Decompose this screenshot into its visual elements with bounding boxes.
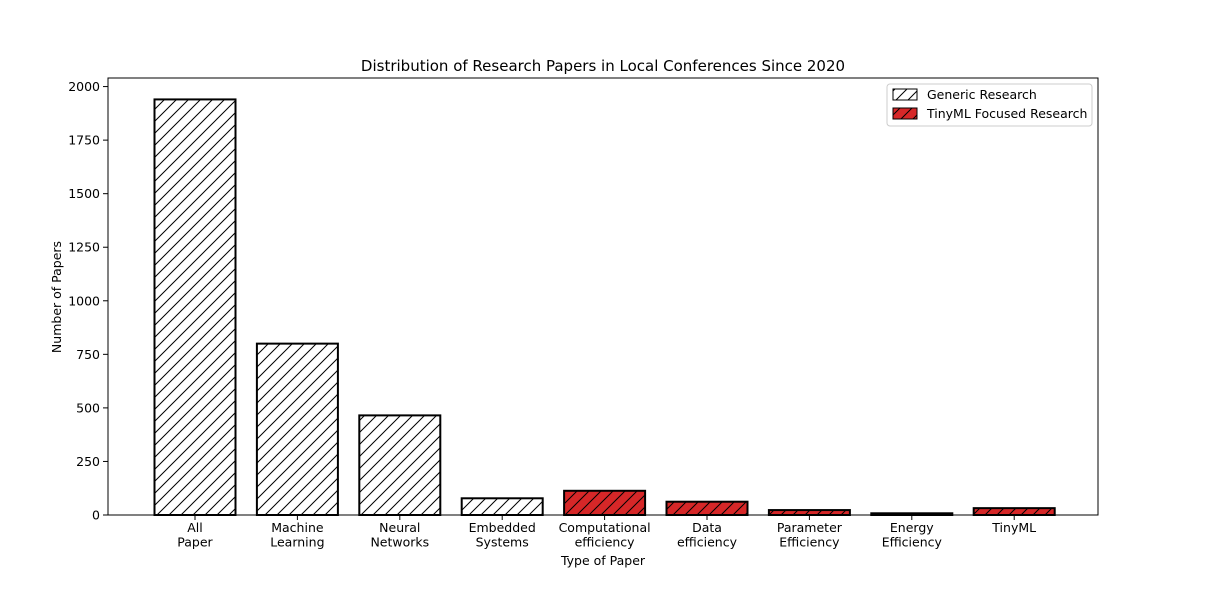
bar-generic — [358, 414, 442, 516]
bar-tinyml — [665, 500, 749, 516]
legend-label-tinyml: TinyML Focused Research — [926, 106, 1087, 121]
legend-label-generic: Generic Research — [927, 87, 1037, 102]
x-tick-label-line: Machine — [271, 520, 324, 535]
x-tick-label-line: TinyML — [991, 520, 1036, 535]
x-tick-label-line: Neural — [379, 520, 420, 535]
y-tick-label: 250 — [76, 454, 100, 469]
x-tick-label: Computational efficiency — [559, 520, 651, 550]
bar-tinyml — [563, 489, 647, 517]
y-tick-label: 2000 — [68, 79, 100, 94]
legend-frame — [886, 83, 1093, 127]
x-tick-label: TinyML — [991, 520, 1036, 535]
y-tick-label: 500 — [76, 400, 100, 415]
legend-swatch-tinyml — [892, 107, 918, 120]
plot-frame — [107, 77, 1099, 516]
x-tick-label-line: Systems — [476, 535, 529, 550]
x-tick-label-line: Efficiency — [882, 535, 943, 550]
x-tick-label-line: Efficiency — [779, 535, 840, 550]
x-tick-label-line: Paper — [177, 535, 213, 550]
bar-generic — [255, 342, 339, 516]
bar-generic — [153, 98, 237, 516]
x-tick-label: All Paper — [177, 520, 213, 550]
x-tick-label-line: Networks — [370, 535, 429, 550]
y-tick-label: 1000 — [68, 293, 100, 308]
y-tick-label: 1750 — [68, 133, 100, 148]
x-tick-label: Data efficiency — [677, 520, 738, 550]
x-tick-label: Neural Networks — [370, 520, 429, 550]
x-tick-label-line: efficiency — [677, 535, 738, 550]
y-axis-title: Number of Papers — [49, 241, 64, 353]
chart-title: Distribution of Research Papers in Local… — [361, 57, 845, 75]
y-tick-label: 0 — [92, 508, 100, 523]
y-tick-label: 750 — [76, 347, 100, 362]
legend: Generic Research TinyML Focused Research — [886, 83, 1093, 127]
x-tick-label: Embedded Systems — [469, 520, 536, 550]
x-axis-ticks: All Paper Machine Learning Neural Networks Emb… — [177, 515, 1036, 550]
bar-generic — [460, 497, 544, 516]
x-axis-title: Type of Paper — [560, 553, 646, 568]
x-tick-label-line: Learning — [270, 535, 324, 550]
bar-tinyml — [767, 509, 851, 516]
bars-group — [153, 98, 1056, 517]
x-tick-label-line: efficiency — [575, 535, 636, 550]
x-tick-label: Machine Learning — [270, 520, 324, 550]
y-axis-ticks: 0 250 500 750 1000 1250 1500 1750 2000 — [68, 79, 108, 523]
y-tick-label: 1250 — [68, 240, 100, 255]
y-tick-label: 1500 — [68, 186, 100, 201]
x-tick-label-line: Computational — [559, 520, 651, 535]
bar-tinyml — [972, 507, 1056, 517]
x-tick-label-line: Data — [692, 520, 722, 535]
x-tick-label-line: All — [187, 520, 203, 535]
legend-swatch-generic — [892, 88, 918, 101]
x-tick-label-line: Parameter — [777, 520, 843, 535]
x-tick-label: Parameter Efficiency — [777, 520, 843, 550]
x-tick-label: Energy Efficiency — [882, 520, 943, 550]
x-tick-label-line: Energy — [890, 520, 934, 535]
x-tick-label-line: Embedded — [469, 520, 536, 535]
